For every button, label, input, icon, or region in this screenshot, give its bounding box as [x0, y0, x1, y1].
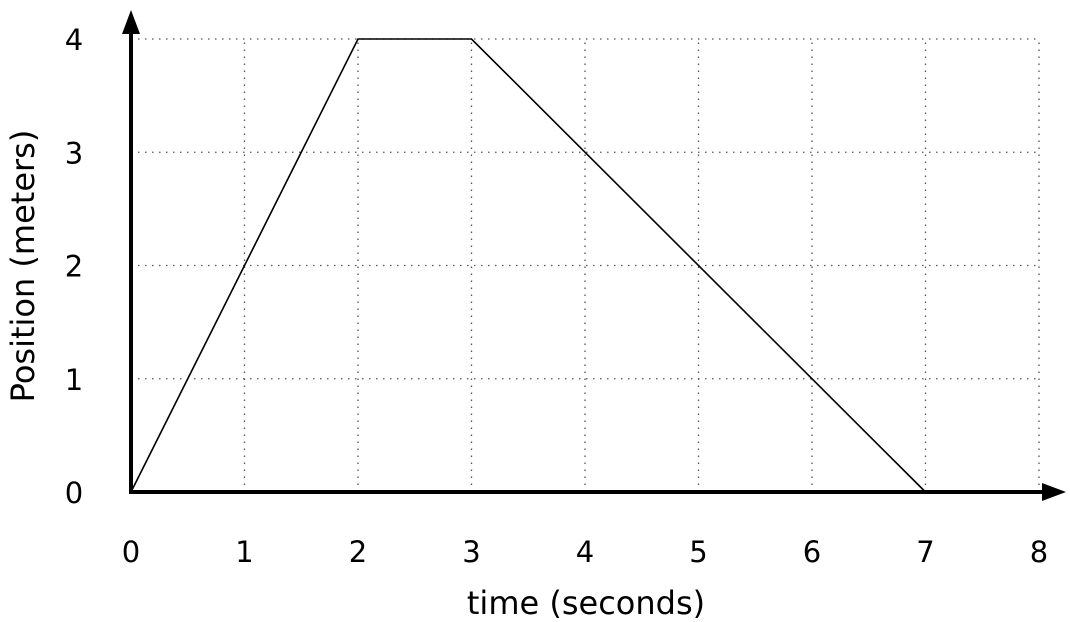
- y-tick-label-1: 1: [65, 363, 83, 397]
- x-tick-label-2: 2: [349, 535, 367, 569]
- series-line-0: [130, 38, 927, 493]
- x-tick-label-7: 7: [916, 535, 934, 569]
- x-axis-title: time (seconds): [467, 584, 705, 622]
- grid: [131, 38, 1040, 492]
- y-tick-label-0: 0: [65, 476, 83, 510]
- x-tick-label-4: 4: [576, 535, 594, 569]
- x-tick-label-0: 0: [122, 535, 140, 569]
- axes: [122, 10, 1066, 501]
- x-tick-label-5: 5: [689, 535, 707, 569]
- x-axis-arrowhead: [1042, 483, 1066, 501]
- x-tick-label-8: 8: [1030, 535, 1048, 569]
- x-tick-label-1: 1: [235, 535, 253, 569]
- tick-labels: 0 1 2 3 4 5 6 7 8 0 1 2 3 4: [65, 23, 1048, 569]
- y-axis-title: Position (meters): [4, 130, 42, 403]
- y-tick-label-4: 4: [65, 23, 83, 57]
- x-tick-label-3: 3: [462, 535, 480, 569]
- y-tick-label-2: 2: [65, 250, 83, 284]
- y-axis-arrowhead: [122, 10, 140, 34]
- x-tick-label-6: 6: [803, 535, 821, 569]
- y-tick-label-3: 3: [65, 136, 83, 170]
- series-layer: [130, 38, 927, 493]
